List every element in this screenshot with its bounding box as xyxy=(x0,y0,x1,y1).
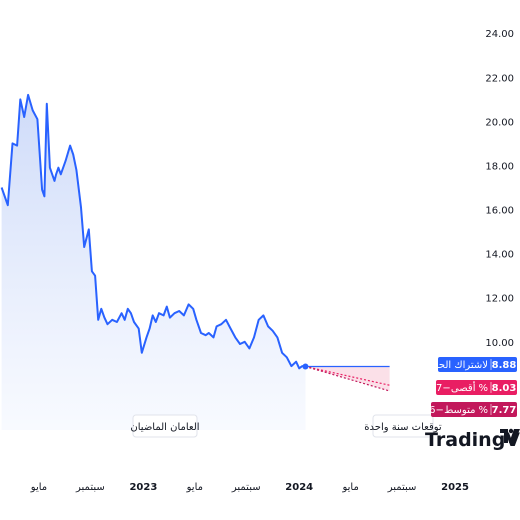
average-forecast-tag: متوسط −12.56% 7.77 xyxy=(407,402,517,417)
forecast-average-line xyxy=(305,365,390,392)
x-tick-label: 2024 xyxy=(285,482,313,493)
y-tick-label: 14.00 xyxy=(485,250,514,261)
y-tick-label: 24.00 xyxy=(485,29,514,40)
y-tick-label: 18.00 xyxy=(485,161,514,172)
y-tick-label: 16.00 xyxy=(485,206,514,217)
max-forecast-label: أقصى −9.57% xyxy=(420,381,488,394)
forecast-region-label: توقعات سنة واحدة xyxy=(364,422,442,433)
x-tick-label: 2023 xyxy=(129,482,157,493)
y-tick-label: 10.00 xyxy=(485,338,514,349)
average-forecast-value: 7.77 xyxy=(492,405,517,416)
past-region-label: العامان الماضيان xyxy=(130,422,199,433)
x-tick-label: مايو xyxy=(186,482,203,493)
x-tick-label: سبتمبر xyxy=(231,482,261,493)
forecast-region-label-box xyxy=(372,414,434,438)
current-price-label: لاشتراك الحالي xyxy=(424,360,488,371)
price-line xyxy=(0,93,306,370)
x-tick-label: سبتمبر xyxy=(387,482,417,493)
x-tick-label: مايو xyxy=(341,482,358,493)
price-area-fill xyxy=(1,94,306,431)
average-forecast-label: متوسط −12.56% xyxy=(407,405,488,416)
current-price-value: 8.88 xyxy=(492,360,517,371)
forecast-lines xyxy=(305,365,390,392)
current-price-point xyxy=(302,363,309,370)
plot-area xyxy=(0,93,390,431)
y-tick-label: 12.00 xyxy=(485,294,514,305)
region-labels: العامان الماضيان توقعات سنة واحدة xyxy=(130,414,442,438)
max-forecast-name: أقصى xyxy=(451,381,476,394)
tradingview-logo: TradingView xyxy=(425,428,520,451)
current-price-tag: لاشتراك الحالي 8.88 xyxy=(424,357,517,372)
tradingview-tv-logo-icon xyxy=(500,428,520,443)
x-tick-label: مايو xyxy=(30,482,47,493)
y-tick-label: 22.00 xyxy=(485,73,514,84)
y-axis: 10.00 12.00 14.00 16.00 18.00 20.00 22.00 24.00 xyxy=(485,29,514,349)
x-tick-label: 2025 xyxy=(441,482,469,493)
average-forecast-name: متوسط xyxy=(444,405,475,416)
max-forecast-tag: أقصى −9.57% 8.03 xyxy=(420,380,517,395)
logo-wordmark: TradingView xyxy=(425,429,520,451)
price-tags: لاشتراك الحالي 8.88 أقصى −9.57% 8.03 متو… xyxy=(407,357,517,417)
x-axis: مايو سبتمبر 2023 مايو سبتمبر 2024 مايو سبتمبر 20… xyxy=(30,482,469,493)
x-tick-label: سبتمبر xyxy=(75,482,105,493)
past-region-label-box xyxy=(132,414,198,438)
max-forecast-value: 8.03 xyxy=(492,383,517,394)
y-tick-label: 20.00 xyxy=(485,117,514,128)
